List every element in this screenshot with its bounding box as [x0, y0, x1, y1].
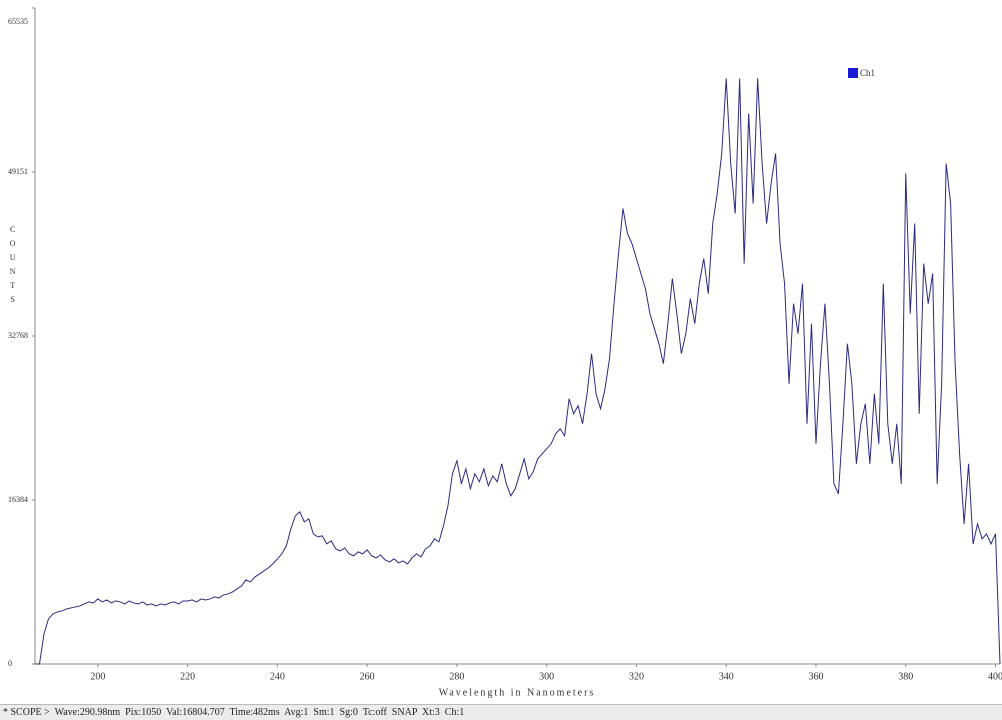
- x-tick-label: 300: [539, 671, 554, 682]
- y-axis-title: COUNTS: [8, 225, 17, 309]
- x-tick-label: 220: [180, 671, 195, 682]
- x-tick-label: 260: [360, 671, 375, 682]
- y-tick-label: 16384: [8, 495, 28, 504]
- y-tick-label: 0: [8, 659, 12, 668]
- x-tick-label: 280: [449, 671, 464, 682]
- legend-swatch: [848, 68, 858, 78]
- spectrum-line: [35, 78, 1001, 665]
- x-tick-label: 360: [808, 671, 823, 682]
- x-tick-label: 320: [629, 671, 644, 682]
- x-tick-label: 340: [719, 671, 734, 682]
- chart: Wavelength in Nanometers COUNTS 0 16384 32…: [8, 7, 1002, 698]
- y-tick-label: 49151: [8, 167, 28, 176]
- x-axis-title: Wavelength in Nanometers: [439, 687, 596, 698]
- x-tick-label: 240: [270, 671, 285, 682]
- x-tick-label: 400: [988, 671, 1002, 682]
- x-tick-label: 200: [90, 671, 105, 682]
- y-tick-label: 65535: [8, 17, 28, 26]
- y-tick-label: 32768: [8, 331, 28, 340]
- x-tick-label: 380: [898, 671, 913, 682]
- legend-label: Ch1: [860, 68, 875, 78]
- status-bar: * SCOPE > Wave:290.98nm Pix:1050 Val:168…: [0, 704, 1002, 720]
